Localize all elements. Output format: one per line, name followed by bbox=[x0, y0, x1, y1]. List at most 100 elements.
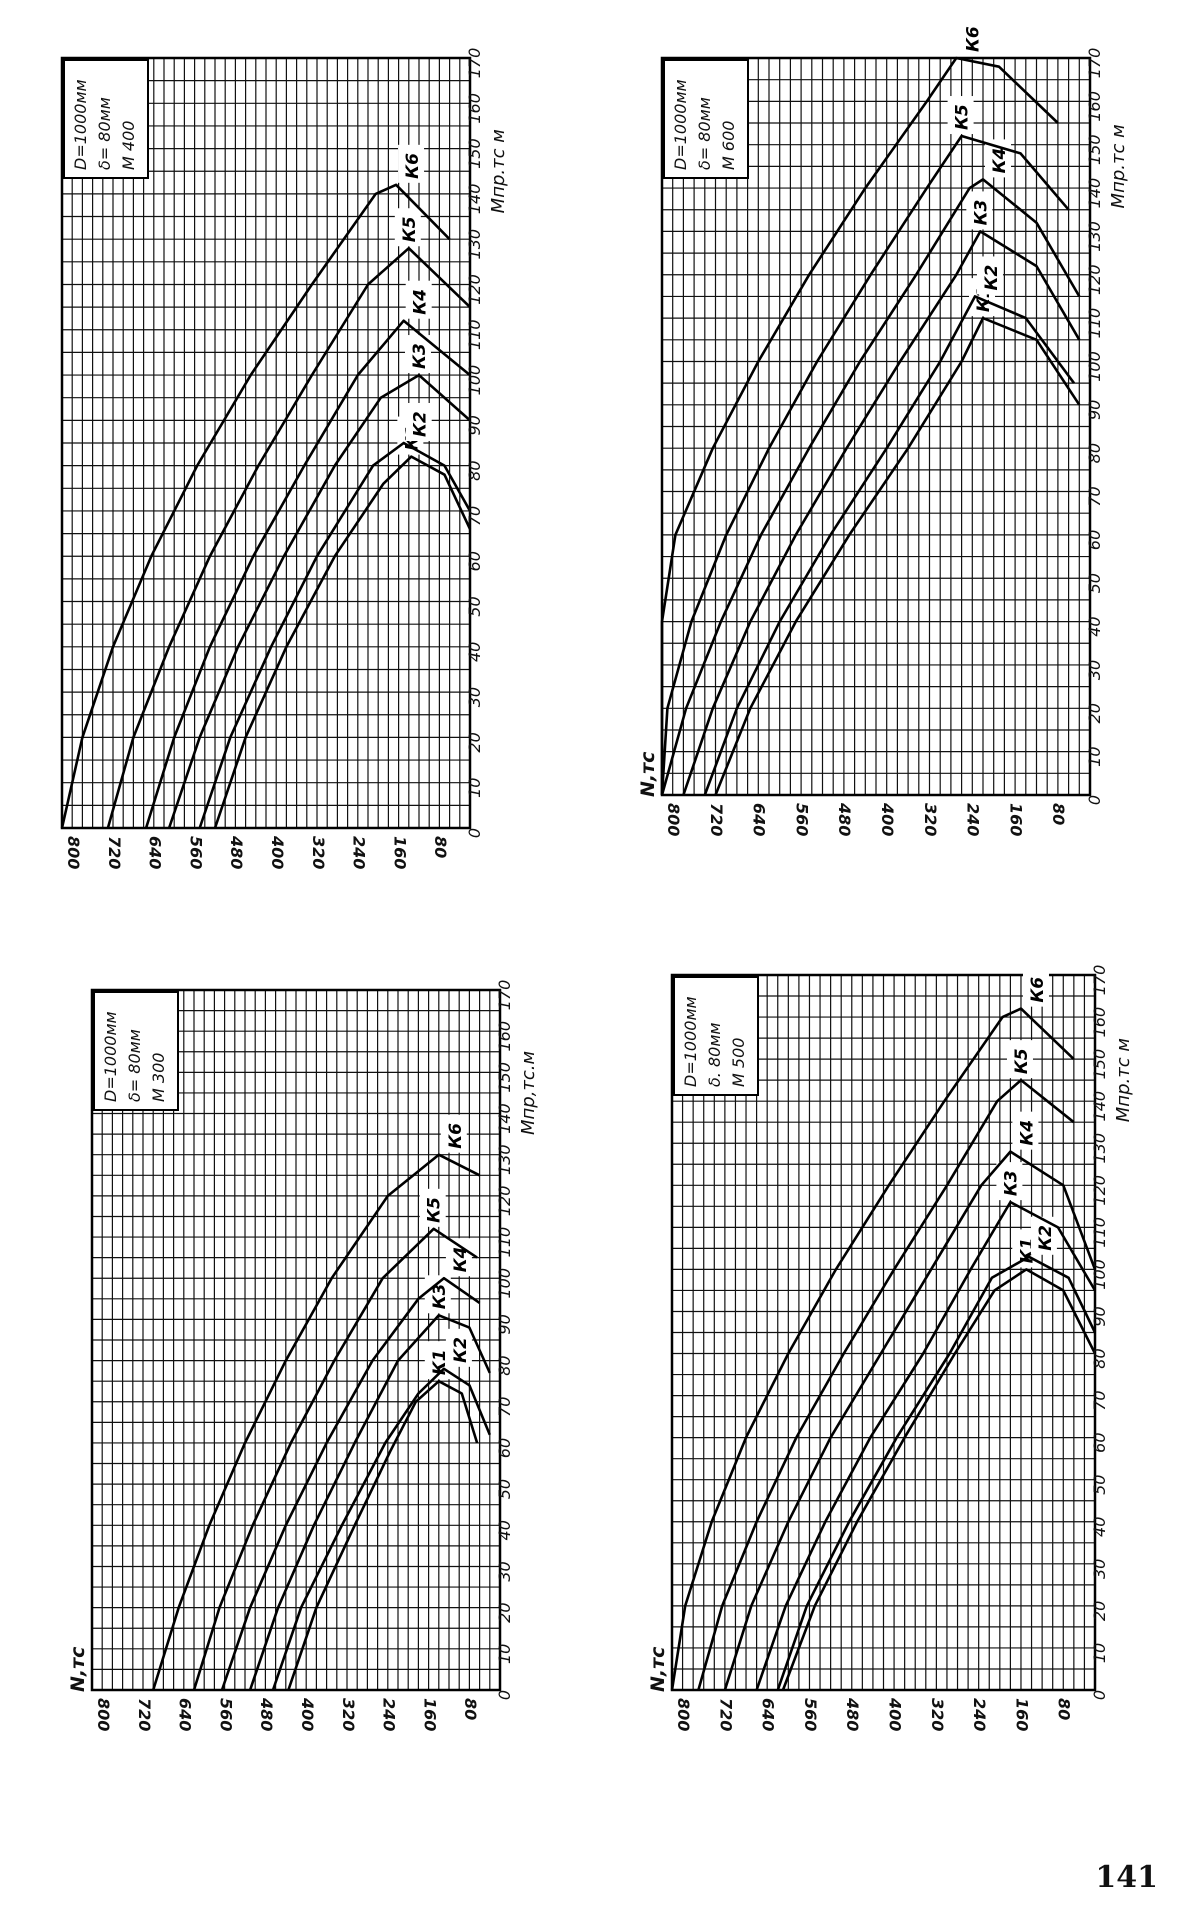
n-tick-label: 400 bbox=[268, 835, 287, 869]
m-tick-label: 160 bbox=[495, 1021, 514, 1052]
n-tick-label: 480 bbox=[227, 835, 246, 869]
m-tick-label: 140 bbox=[1085, 178, 1104, 209]
m-tick-label: 60 bbox=[1085, 530, 1104, 550]
m-tick-label: 70 bbox=[1090, 1390, 1109, 1410]
series-label: К2 bbox=[1036, 1225, 1056, 1251]
m-tick-label: 10 bbox=[495, 1644, 514, 1664]
m-tick-label: 140 bbox=[1090, 1091, 1109, 1122]
n-tick-label: 400 bbox=[298, 1697, 317, 1731]
m-tick-label: 70 bbox=[1085, 486, 1104, 506]
series-label: К4 bbox=[990, 148, 1010, 174]
m-axis-title: Мпр.тс м bbox=[1113, 1038, 1134, 1122]
m-tick-label: 130 bbox=[1085, 221, 1104, 252]
m-tick-label: 20 bbox=[465, 732, 484, 752]
inset-label: δ. 80мм bbox=[705, 1023, 724, 1087]
series-label: К3 bbox=[971, 200, 991, 226]
m-tick-label: 170 bbox=[1085, 48, 1104, 79]
m-tick-label: 0 bbox=[465, 828, 484, 838]
chart-panel-1: D=1000ммδ= 80ммМ 400К1К2К3К4К5К680160240… bbox=[62, 48, 509, 870]
n-tick-label: 80 bbox=[1049, 803, 1068, 825]
series-label: К2 bbox=[982, 265, 1002, 291]
n-tick-label: 560 bbox=[801, 1698, 820, 1731]
series-label: К5 bbox=[953, 104, 973, 130]
n-tick-label: 640 bbox=[759, 1698, 778, 1731]
m-tick-label: 50 bbox=[1085, 573, 1104, 593]
n-tick-label: 640 bbox=[146, 836, 165, 869]
m-tick-label: 150 bbox=[465, 138, 484, 169]
m-tick-label: 80 bbox=[1085, 443, 1104, 463]
m-tick-label: 160 bbox=[1090, 1007, 1109, 1038]
m-tick-label: 90 bbox=[495, 1314, 514, 1334]
m-tick-label: 50 bbox=[1090, 1475, 1109, 1495]
n-tick-label: 640 bbox=[750, 803, 769, 836]
m-tick-label: 150 bbox=[1090, 1049, 1109, 1080]
inset-label: М 300 bbox=[149, 1053, 168, 1102]
m-axis-title: Мпр.тс м bbox=[488, 129, 509, 213]
page-number: 141 bbox=[1095, 1860, 1158, 1895]
m-tick-label: 60 bbox=[1090, 1432, 1109, 1452]
n-tick-label: 480 bbox=[257, 1697, 276, 1731]
inset-label: D=1000мм bbox=[671, 79, 690, 170]
m-tick-label: 30 bbox=[1085, 660, 1104, 680]
n-tick-label: 240 bbox=[380, 1698, 399, 1731]
m-tick-label: 80 bbox=[495, 1355, 514, 1375]
m-axis-title: Мпр,тс.м bbox=[518, 1051, 539, 1135]
inset-label: М 500 bbox=[729, 1038, 748, 1087]
chart-panel-0: D=1000ммδ= 80ммМ 300К1К2К3К4К5К680160240… bbox=[67, 980, 539, 1732]
m-tick-label: 30 bbox=[465, 687, 484, 707]
m-tick-label: 110 bbox=[1085, 308, 1104, 339]
m-tick-label: 110 bbox=[495, 1227, 514, 1258]
m-tick-label: 50 bbox=[465, 596, 484, 616]
m-tick-label: 130 bbox=[1090, 1133, 1109, 1164]
n-tick-label: 320 bbox=[928, 1698, 947, 1731]
n-tick-label: 480 bbox=[835, 802, 854, 836]
m-tick-label: 0 bbox=[1085, 795, 1104, 805]
n-tick-label: 400 bbox=[886, 1697, 905, 1731]
m-tick-label: 100 bbox=[1085, 351, 1104, 382]
n-tick-label: 80 bbox=[1055, 1698, 1074, 1720]
m-tick-label: 40 bbox=[1090, 1517, 1109, 1537]
m-tick-label: 100 bbox=[465, 365, 484, 396]
n-tick-label: 800 bbox=[674, 1698, 693, 1731]
n-tick-label: 560 bbox=[186, 836, 205, 869]
n-tick-label: 400 bbox=[878, 802, 897, 836]
m-tick-label: 130 bbox=[465, 229, 484, 260]
m-tick-label: 70 bbox=[465, 506, 484, 526]
n-tick-label: 480 bbox=[843, 1697, 862, 1731]
m-tick-label: 120 bbox=[495, 1186, 514, 1217]
n-tick-label: 800 bbox=[664, 803, 683, 836]
m-tick-label: 70 bbox=[495, 1397, 514, 1417]
series-label: К5 bbox=[1012, 1048, 1032, 1074]
m-tick-label: 30 bbox=[495, 1561, 514, 1581]
m-tick-label: 60 bbox=[465, 551, 484, 571]
n-tick-label: 160 bbox=[1012, 1698, 1031, 1731]
m-tick-label: 110 bbox=[465, 319, 484, 350]
m-tick-label: 20 bbox=[495, 1602, 514, 1622]
m-tick-label: 170 bbox=[1090, 965, 1109, 996]
m-tick-label: 30 bbox=[1090, 1559, 1109, 1579]
series-line-К4 bbox=[662, 179, 1079, 795]
series-label: К4 bbox=[1017, 1120, 1037, 1146]
m-tick-label: 10 bbox=[465, 778, 484, 798]
m-tick-label: 40 bbox=[465, 642, 484, 662]
m-tick-label: 160 bbox=[465, 93, 484, 124]
m-tick-label: 130 bbox=[495, 1144, 514, 1175]
m-tick-label: 90 bbox=[1085, 400, 1104, 420]
n-tick-label: 800 bbox=[64, 836, 83, 869]
m-tick-label: 0 bbox=[1090, 1690, 1109, 1700]
inset-label: δ= 80мм bbox=[695, 97, 714, 170]
m-tick-label: 0 bbox=[495, 1690, 514, 1700]
n-axis-title: N,тс bbox=[67, 1646, 89, 1692]
n-tick-label: 560 bbox=[216, 1698, 235, 1731]
m-tick-label: 100 bbox=[495, 1268, 514, 1299]
n-tick-label: 160 bbox=[1006, 803, 1025, 836]
series-label: К5 bbox=[425, 1197, 445, 1223]
series-label: К2 bbox=[411, 411, 431, 437]
n-tick-label: 560 bbox=[792, 803, 811, 836]
n-tick-label: 80 bbox=[461, 1698, 480, 1720]
n-axis-title: N,тс bbox=[637, 751, 659, 797]
m-tick-label: 40 bbox=[1085, 616, 1104, 636]
n-tick-label: 320 bbox=[309, 836, 328, 869]
m-tick-label: 170 bbox=[465, 48, 484, 79]
series-label: К3 bbox=[410, 343, 430, 369]
